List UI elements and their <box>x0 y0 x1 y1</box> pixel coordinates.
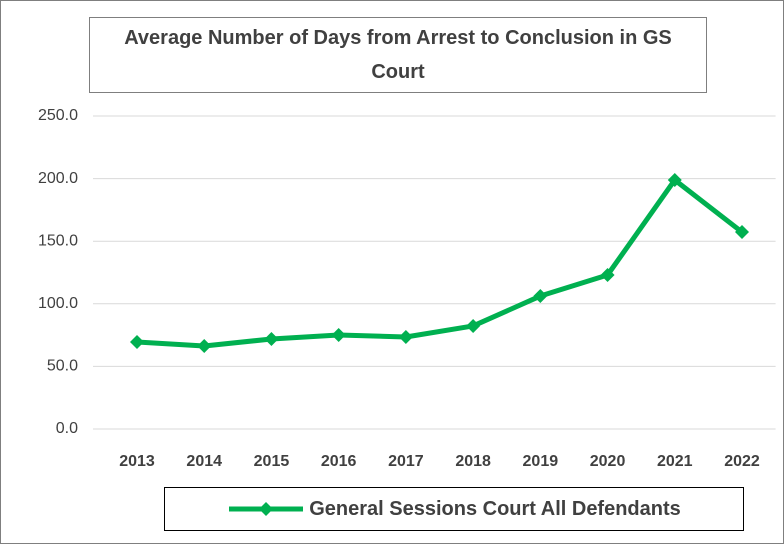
point-marker <box>667 172 682 187</box>
point-marker <box>264 331 279 346</box>
point-marker <box>734 225 749 240</box>
y-tick-label: 200.0 <box>38 170 78 187</box>
point-marker <box>331 327 346 342</box>
chart-title: Average Number of Days from Arrest to Co… <box>89 17 707 93</box>
x-tick-label: 2022 <box>724 453 760 470</box>
x-tick-label: 2015 <box>254 453 290 470</box>
x-tick-label: 2018 <box>455 453 491 470</box>
point-marker <box>533 289 548 304</box>
legend-marker <box>259 502 274 516</box>
x-tick-label: 2021 <box>657 453 693 470</box>
x-tick-label: 2019 <box>523 453 559 470</box>
x-tick-label: 2014 <box>186 453 222 470</box>
x-tick-label: 2013 <box>119 453 155 470</box>
series-line <box>136 177 744 349</box>
point-marker <box>600 268 615 283</box>
x-tick-label: 2017 <box>388 453 424 470</box>
legend: General Sessions Court All Defendants <box>164 487 744 531</box>
y-tick-label: 100.0 <box>38 295 78 312</box>
legend-symbol <box>229 502 304 516</box>
point-marker <box>130 334 145 349</box>
x-tick-label: 2016 <box>321 453 357 470</box>
y-tick-label: 0.0 <box>56 420 78 437</box>
point-marker <box>398 329 413 344</box>
x-tick-label: 2020 <box>590 453 626 470</box>
legend-label: General Sessions Court All Defendants <box>309 497 681 520</box>
point-marker <box>466 318 481 333</box>
y-tick-label: 150.0 <box>38 232 78 249</box>
point-marker <box>197 338 212 353</box>
y-tick-label: 250.0 <box>38 107 78 124</box>
y-tick-label: 50.0 <box>47 358 78 375</box>
